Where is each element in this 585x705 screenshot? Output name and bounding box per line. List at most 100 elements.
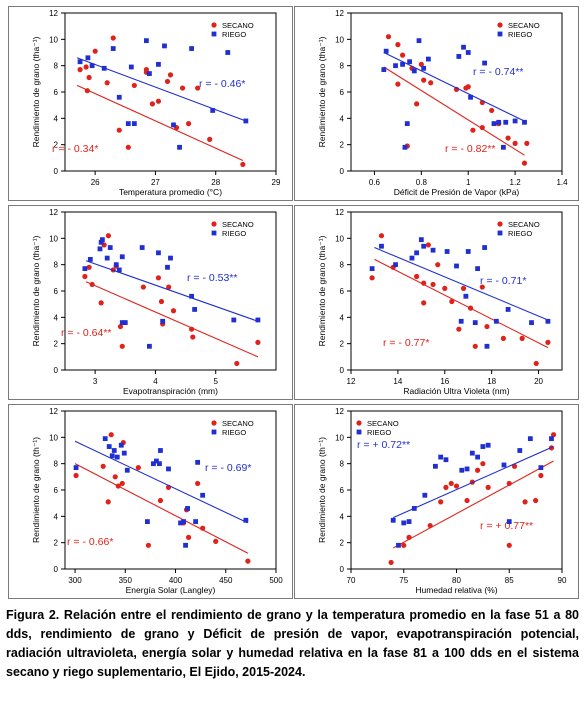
data-point-secano [131, 82, 137, 89]
data-point-secano [125, 144, 131, 150]
data-point-riego [154, 458, 159, 464]
data-point-riego [411, 506, 417, 511]
data-point-riego [189, 293, 194, 299]
x-tick-label: 400 [169, 576, 183, 585]
x-tick-label: 14 [393, 377, 402, 386]
y-tick-label: 6 [340, 88, 345, 97]
x-tick-label: 27 [151, 178, 160, 187]
data-point-secano [505, 135, 511, 141]
data-point-riego [430, 247, 436, 253]
x-tick-label: 4 [153, 377, 158, 386]
y-tick-label: 4 [54, 114, 59, 123]
regression-line-riego [392, 446, 554, 519]
data-point-riego [527, 436, 533, 442]
x-tick-label: 26 [91, 178, 100, 187]
data-point-riego [101, 65, 107, 71]
data-point-riego [493, 318, 499, 324]
y-tick-label: 12 [49, 208, 58, 217]
panel-evapotranspiracion: 3 4 5 0 2 4 6 8 10 12 Evapotranspiración (mm) Rendi… [8, 205, 293, 400]
chart-svg-1: 0.6 0.8 1 1.2 1.4 0 2 4 6 8 10 12 Déficit de Presión… [317, 9, 568, 197]
data-point-riego [162, 43, 167, 49]
x-tick-label: 75 [399, 576, 408, 585]
data-point-riego [189, 46, 194, 51]
data-point-riego [181, 519, 186, 524]
legend-label-secano: SECANO [508, 220, 540, 229]
data-point-secano [506, 542, 512, 548]
y-tick-label: 4 [340, 313, 345, 322]
data-point-secano [108, 432, 114, 438]
data-point-secano [82, 273, 88, 280]
data-point-secano [489, 107, 495, 114]
data-point-riego [128, 64, 134, 70]
x-axis-label: Temperatura promedio (°C) [119, 187, 222, 197]
data-point-secano [500, 335, 506, 341]
data-point-secano [195, 85, 201, 91]
legend-label-secano: SECANO [367, 419, 399, 428]
data-point-secano [86, 264, 92, 270]
data-point-riego [458, 318, 464, 324]
data-point-riego [113, 262, 119, 268]
y-axis-label: Rendimiento de grano (tha⁻¹) [317, 36, 327, 147]
data-point-secano [414, 273, 420, 280]
data-point-secano [521, 160, 528, 166]
regression-line-secano [85, 281, 259, 358]
data-point-secano [185, 534, 192, 540]
data-point-secano [195, 480, 201, 487]
data-point-secano [158, 298, 165, 305]
legend-label-riego: RIEGO [508, 30, 532, 39]
data-point-riego [147, 71, 152, 76]
data-point-riego [116, 94, 122, 100]
data-point-riego [97, 246, 103, 252]
y-tick-label: 10 [335, 35, 344, 44]
data-point-secano [448, 480, 454, 487]
data-point-riego [414, 250, 420, 256]
data-point-secano [140, 284, 146, 290]
data-point-secano [401, 542, 407, 548]
legend-marker-riego [211, 31, 217, 37]
data-point-secano [443, 484, 449, 490]
y-tick-label: 12 [335, 9, 344, 18]
y-tick-label: 6 [340, 486, 345, 495]
data-point-secano [545, 339, 551, 345]
y-tick-label: 10 [49, 35, 58, 44]
y-tick-label: 4 [54, 512, 59, 521]
data-point-secano [98, 300, 104, 306]
x-tick-label: 90 [558, 576, 567, 585]
y-tick-label: 4 [340, 512, 345, 521]
data-point-riego [119, 254, 125, 260]
data-point-secano [533, 497, 539, 504]
data-point-riego [496, 119, 502, 125]
y-tick-label: 0 [340, 167, 345, 176]
data-point-secano [105, 233, 112, 239]
data-point-riego [475, 266, 480, 272]
x-tick-label: 12 [347, 377, 356, 386]
legend-label-secano: SECANO [222, 419, 254, 428]
legend-label-secano: SECANO [222, 21, 254, 30]
chart-svg-4: 300 350 400 450 500 0 2 4 6 8 10 12 Energía Solar (L… [31, 407, 283, 595]
data-point-secano [480, 461, 486, 467]
r-label-secano: r = - 0.82** [445, 143, 496, 155]
legend-label-riego: RIEGO [508, 229, 532, 238]
x-tick-label: 0.8 [416, 178, 428, 187]
x-tick-label: 20 [534, 377, 543, 386]
panel-temperatura: 26 27 28 29 0 2 4 6 8 10 12 Temperatura promedio (°… [8, 6, 293, 201]
data-point-secano [89, 281, 95, 288]
data-point-riego [185, 506, 190, 511]
y-tick-label: 2 [340, 141, 345, 150]
data-point-riego [459, 467, 465, 473]
y-axis-label: Rendimiento de grano (tha⁻¹) [31, 235, 41, 346]
data-point-riego [77, 59, 83, 65]
data-point-riego [421, 243, 427, 249]
data-point-riego [406, 519, 412, 524]
data-point-secano [234, 360, 240, 367]
data-point-riego [116, 267, 122, 273]
legend-marker-secano [211, 22, 217, 28]
data-point-riego [143, 38, 149, 44]
y-tick-label: 2 [340, 539, 345, 548]
data-point-secano [240, 161, 246, 168]
data-point-riego [491, 121, 497, 126]
legend-marker-riego [211, 429, 217, 435]
data-point-secano [155, 98, 162, 104]
data-point-secano [164, 78, 171, 85]
data-point-secano [427, 522, 433, 529]
